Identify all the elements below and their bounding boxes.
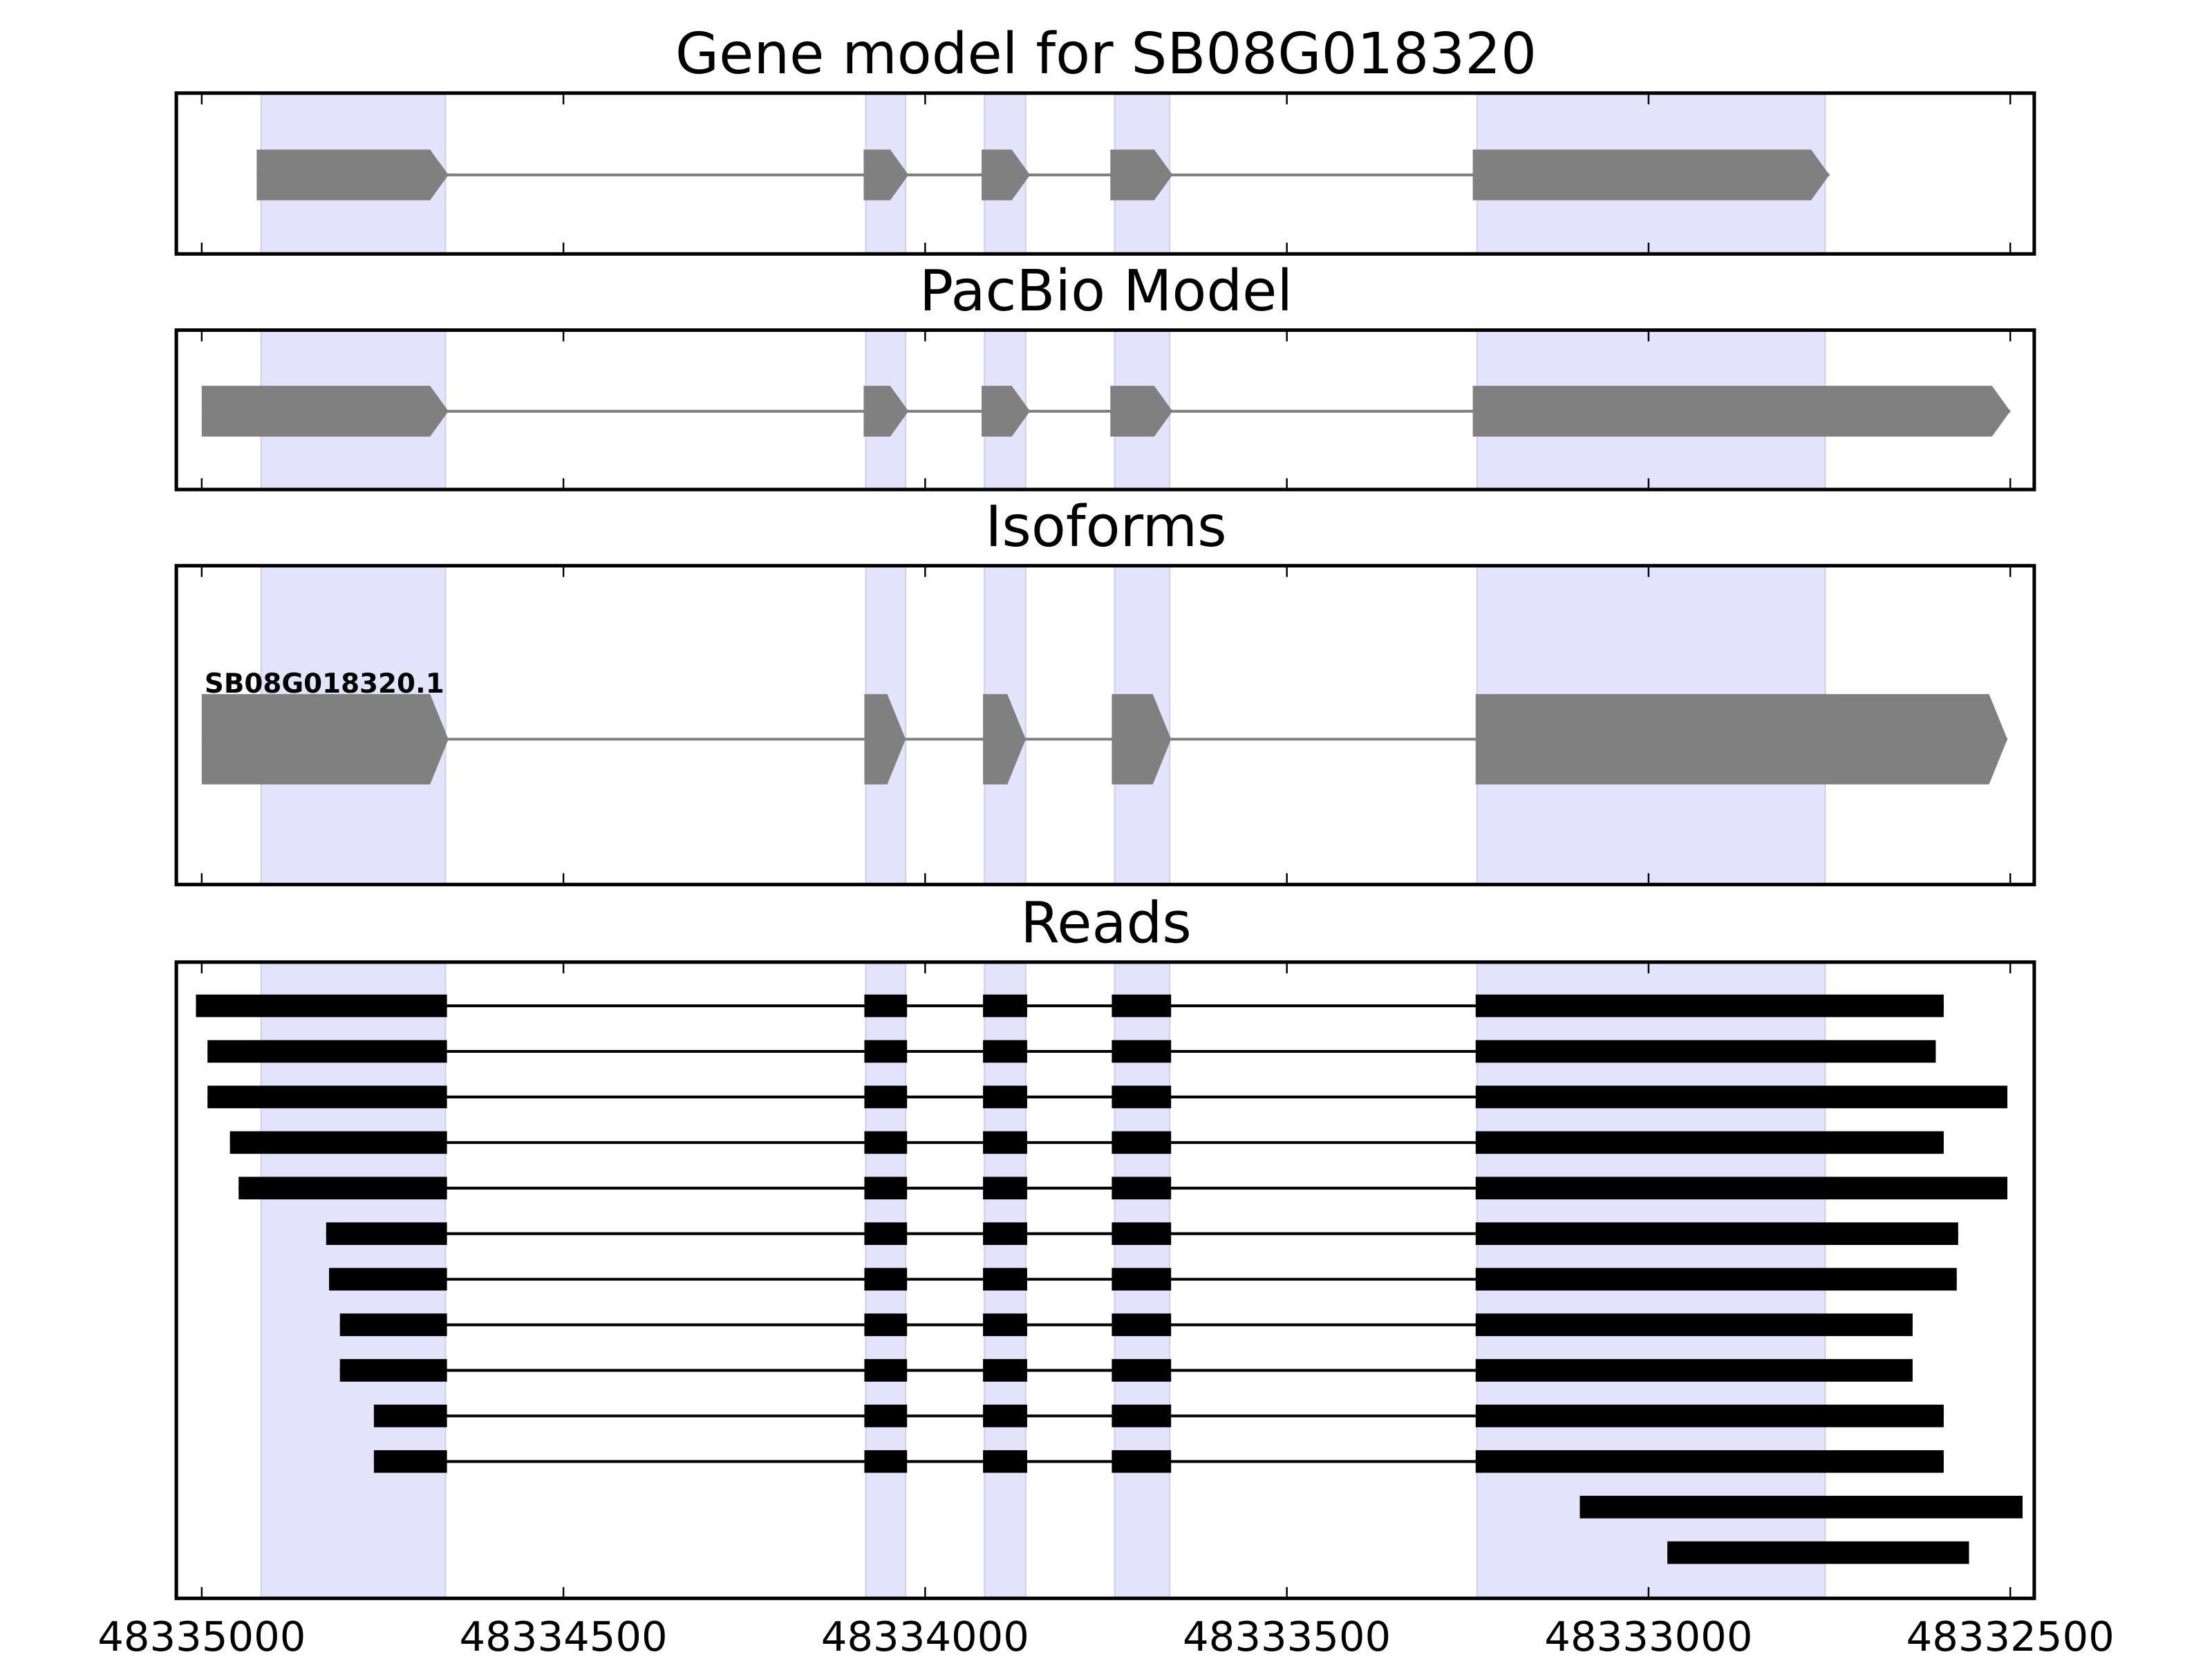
read-exon xyxy=(1112,994,1172,1018)
read-exon xyxy=(864,1450,908,1473)
exon-arrow xyxy=(983,694,1026,785)
read-exon xyxy=(1112,1085,1172,1109)
read-exon xyxy=(326,1222,447,1246)
read-exon xyxy=(229,1131,447,1154)
panel-title-reads: Reads xyxy=(1020,890,1192,956)
read-exon xyxy=(983,1085,1027,1109)
read-exon xyxy=(373,1450,447,1473)
panel-1 xyxy=(174,328,2036,491)
read-exon xyxy=(196,994,447,1018)
read-exon xyxy=(1112,1313,1172,1336)
read-exon xyxy=(207,1085,447,1109)
exon-arrow xyxy=(1472,149,1830,200)
read-exon xyxy=(1475,1131,1944,1154)
read-exon xyxy=(1475,994,1944,1018)
x-tick-label: 48334000 xyxy=(821,1613,1029,1659)
read-exon xyxy=(983,1131,1027,1154)
exon-arrow xyxy=(201,694,449,785)
read-exon xyxy=(983,1450,1027,1473)
read-exon xyxy=(1112,1222,1172,1246)
read-exon xyxy=(1112,1359,1172,1382)
axes-frame xyxy=(174,960,2036,1600)
read-exon xyxy=(1112,1268,1172,1291)
read-exon xyxy=(1475,1313,1913,1336)
x-tick-label: 48333000 xyxy=(1544,1613,1752,1659)
read-exon xyxy=(373,1405,447,1427)
exon-arrow xyxy=(863,386,909,437)
read-exon xyxy=(983,1222,1027,1246)
exon-arrow xyxy=(863,149,909,200)
isoform-label: SB08G018320.1 xyxy=(205,668,444,700)
read-exon xyxy=(1475,1268,1957,1291)
read-exon xyxy=(983,1177,1027,1200)
x-tick-label: 48335000 xyxy=(97,1613,306,1659)
read-exon xyxy=(339,1313,447,1336)
x-tick-label: 48332500 xyxy=(1906,1613,2115,1659)
exon-arrow xyxy=(981,149,1031,200)
read-exon xyxy=(983,1040,1027,1063)
exon-arrow xyxy=(1110,149,1173,200)
read-exon xyxy=(864,1313,908,1336)
read-exon xyxy=(339,1359,447,1382)
read-exon xyxy=(1475,1450,1944,1473)
read-exon xyxy=(1475,1177,2007,1200)
read-exon xyxy=(983,1359,1027,1382)
read-exon xyxy=(1667,1541,1969,1564)
read-exon xyxy=(983,1313,1027,1336)
read-exon xyxy=(864,1085,908,1109)
read-exon xyxy=(1475,1405,1944,1427)
read-exon xyxy=(1475,1040,1936,1063)
exon-arrow xyxy=(1112,694,1172,785)
axes-frame xyxy=(174,563,2036,887)
read-exon xyxy=(864,1040,908,1063)
read-exon xyxy=(329,1268,447,1291)
exon-arrow xyxy=(1472,386,2011,437)
panel-2: SB08G018320.1 xyxy=(174,563,2036,887)
read-exon xyxy=(983,1405,1027,1427)
panel-title-pacbio: PacBio Model xyxy=(919,259,1293,324)
exon-arrow xyxy=(1475,694,2007,785)
read-exon xyxy=(1475,1085,2007,1109)
read-exon xyxy=(1475,1359,1913,1382)
read-exon xyxy=(864,1177,908,1200)
read-exon xyxy=(238,1177,447,1200)
x-tick-label: 48334500 xyxy=(460,1613,668,1659)
exon-arrow xyxy=(201,386,449,437)
read-exon xyxy=(1475,1222,1958,1246)
read-exon xyxy=(1112,1405,1172,1427)
read-exon xyxy=(1112,1131,1172,1154)
read-exon xyxy=(207,1040,447,1063)
axes-frame xyxy=(174,91,2036,256)
read-exon xyxy=(864,1222,908,1246)
panel-title-isoforms: Isoforms xyxy=(985,494,1226,560)
read-exon xyxy=(864,1405,908,1427)
read-exon xyxy=(864,994,908,1018)
panel-title-gene-model: Gene model for SB08G018320 xyxy=(675,21,1537,87)
exon-arrow xyxy=(1110,386,1173,437)
x-tick-label: 48333500 xyxy=(1183,1613,1391,1659)
read-exon xyxy=(983,994,1027,1018)
read-exon xyxy=(983,1268,1027,1291)
read-exon xyxy=(864,1268,908,1291)
read-exon xyxy=(1112,1177,1172,1200)
read-exon xyxy=(864,1131,908,1154)
exon-arrow xyxy=(256,149,449,200)
exon-arrow xyxy=(864,694,906,785)
read-exon xyxy=(864,1359,908,1382)
panel-3 xyxy=(174,960,2036,1600)
panel-0 xyxy=(174,91,2036,256)
read-exon xyxy=(1580,1495,2023,1519)
exon-arrow xyxy=(981,386,1031,437)
read-exon xyxy=(1112,1450,1172,1473)
axes-frame xyxy=(174,328,2036,491)
read-exon xyxy=(1112,1040,1172,1063)
